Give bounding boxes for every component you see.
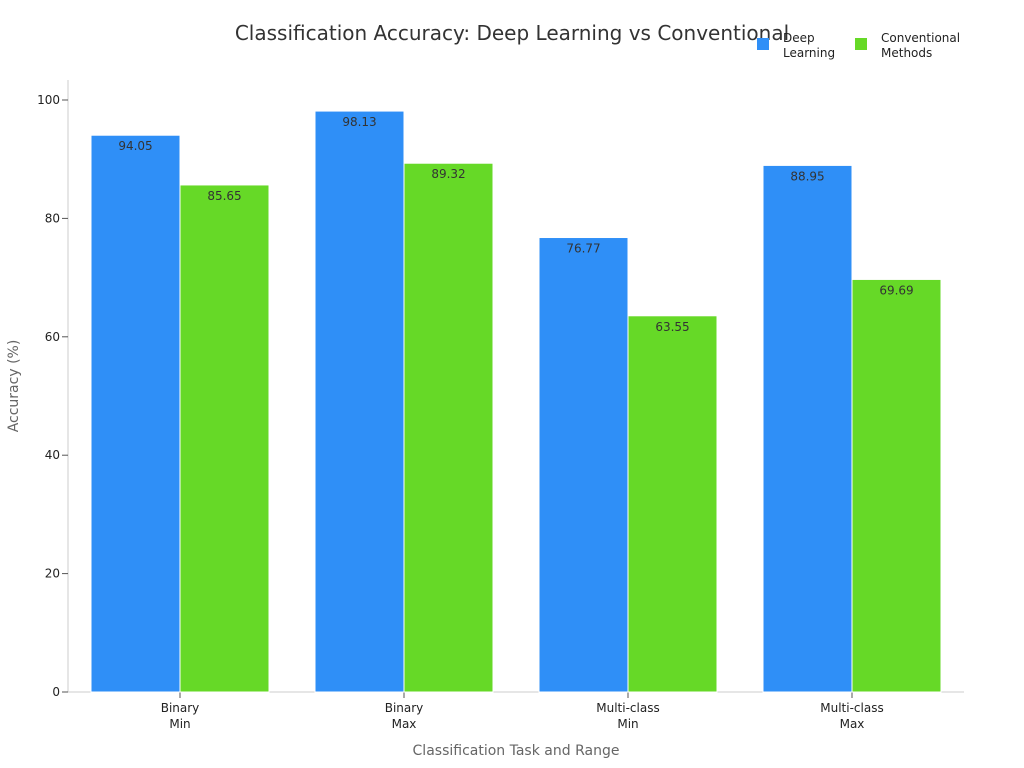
bar-value-label: 85.65: [207, 189, 241, 203]
bar: [314, 110, 405, 693]
bar-value-label: 63.55: [655, 320, 689, 334]
y-tick-label: 60: [45, 330, 60, 344]
x-tick-label: Max: [392, 717, 417, 731]
bar-value-label: 88.95: [790, 169, 824, 183]
legend-label: Learning: [783, 46, 835, 60]
x-tick-label: Min: [169, 717, 190, 731]
y-tick-label: 0: [52, 685, 60, 699]
y-tick-label: 40: [45, 448, 60, 462]
legend-label: Conventional: [881, 31, 960, 45]
bar-value-label: 98.13: [342, 115, 376, 129]
bars: [90, 110, 942, 693]
legend-label: Methods: [881, 46, 932, 60]
x-tick-label: Min: [617, 717, 638, 731]
bar-value-label: 69.69: [879, 283, 913, 297]
x-axis-title: Classification Task and Range: [413, 743, 620, 759]
legend-label: Deep: [783, 31, 815, 45]
x-tick-label: Max: [840, 717, 865, 731]
bar: [90, 134, 181, 693]
bar: [762, 164, 853, 693]
bar: [851, 278, 942, 693]
x-tick-label: Binary: [385, 701, 424, 715]
x-tick-label: Binary: [161, 701, 200, 715]
bar-value-label: 89.32: [431, 167, 465, 181]
legend-swatch: [855, 38, 867, 50]
y-tick-label: 80: [45, 211, 60, 225]
y-axis-title: Accuracy (%): [6, 340, 22, 433]
bar: [627, 315, 718, 693]
bar-value-label: 76.77: [566, 242, 600, 256]
x-tick-label: Multi-class: [596, 701, 659, 715]
bar: [403, 162, 494, 693]
legend-swatch: [757, 38, 769, 50]
bar-value-label: 94.05: [118, 139, 152, 153]
y-tick-label: 100: [37, 93, 60, 107]
bar: [538, 237, 629, 693]
y-tick-label: 20: [45, 567, 60, 581]
bar-value-labels: 94.05 85.65 98.13 89.32 76.77 63.55 88.95 69.69: [118, 115, 913, 334]
x-tick-label: Multi-class: [820, 701, 883, 715]
bar: [179, 184, 270, 693]
chart-title: Classification Accuracy: Deep Learning v…: [235, 21, 789, 45]
